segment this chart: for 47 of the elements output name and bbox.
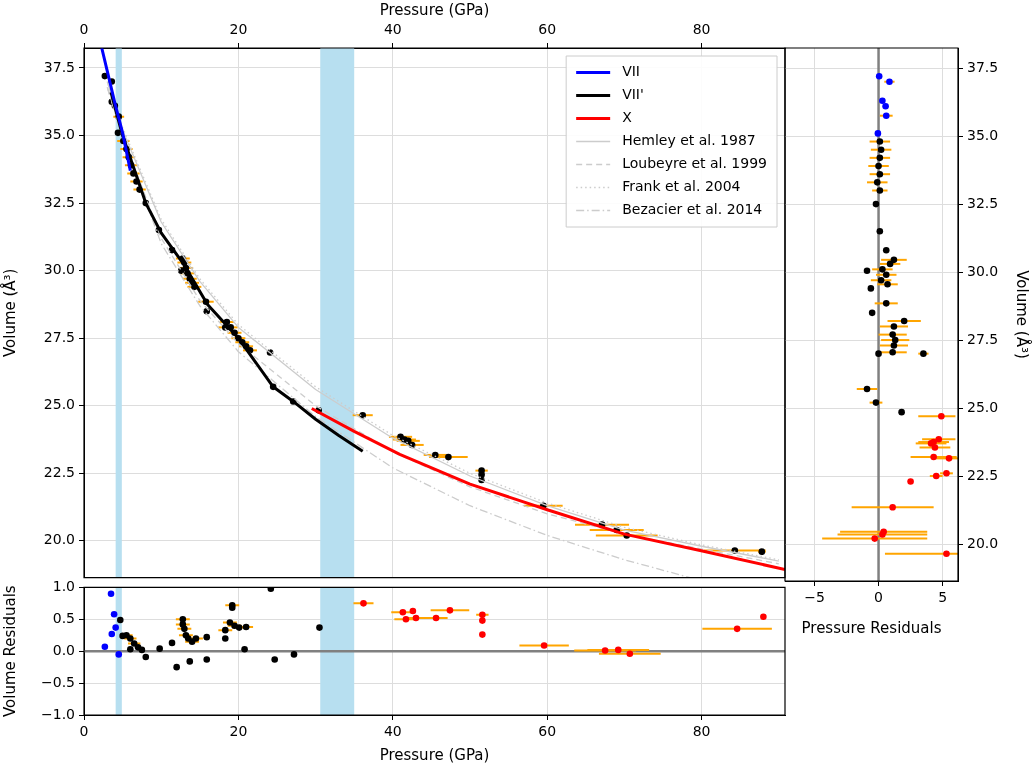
y-tick-label: 0.5: [52, 609, 75, 626]
legend-label: X: [622, 109, 633, 126]
y-tick-label: 32.5: [967, 194, 999, 211]
x-tick-label: 20: [229, 21, 248, 38]
y-tick-label: 22.5: [967, 466, 999, 483]
legend-label: Frank et al. 2004: [622, 178, 741, 195]
y-axis-title: Volume Residuals: [0, 585, 19, 718]
legend-label: VII': [622, 86, 644, 103]
x-tick-label: 0: [79, 723, 89, 740]
legend-label: Hemley et al. 1987: [622, 132, 756, 149]
y-axis-title: Volume (Å³): [1013, 270, 1032, 359]
x-tick-label: −5: [804, 589, 825, 606]
y-tick-label: 30.0: [967, 262, 999, 279]
y-tick-label: 27.5: [43, 328, 75, 345]
y-tick-label: 20.0: [43, 531, 75, 548]
y-tick-label: 37.5: [43, 58, 75, 75]
y-tick-label: 22.5: [43, 463, 75, 480]
y-tick-label: 30.0: [43, 261, 75, 278]
x-tick-label: 0: [874, 589, 884, 606]
x-tick-label: 40: [383, 723, 402, 740]
y-tick-label: 35.0: [43, 126, 75, 143]
y-tick-label: −1.0: [41, 705, 75, 722]
x-axis-title: Pressure (GPa): [379, 0, 490, 19]
y-tick-label: 25.0: [967, 398, 999, 415]
x-tick-label: 0: [79, 21, 89, 38]
y-tick-label: 27.5: [967, 330, 999, 347]
legend-label: VII: [622, 63, 640, 80]
x-tick-label: 60: [538, 723, 557, 740]
legend-label: Bezacier et al. 2014: [622, 201, 763, 218]
y-tick-label: −0.5: [41, 673, 75, 690]
x-axis-title: Pressure (GPa): [379, 745, 490, 764]
y-tick-label: 20.0: [967, 534, 999, 551]
y-axis-title: Volume (Å³): [0, 268, 19, 358]
y-tick-label: 25.0: [43, 396, 75, 413]
y-tick-label: 0.0: [52, 641, 75, 658]
y-tick-label: 1.0: [52, 578, 75, 595]
x-axis-title: Pressure Residuals: [801, 618, 942, 637]
x-tick-label: 80: [692, 723, 711, 740]
x-tick-label: 5: [938, 589, 948, 606]
x-tick-label: 40: [383, 21, 402, 38]
y-tick-label: 32.5: [43, 193, 75, 210]
x-tick-label: 80: [692, 21, 711, 38]
y-tick-label: 35.0: [967, 126, 999, 143]
x-tick-label: 60: [538, 21, 557, 38]
x-tick-label: 20: [229, 723, 248, 740]
legend-label: Loubeyre et al. 1999: [622, 155, 767, 172]
y-tick-label: 37.5: [967, 58, 999, 75]
